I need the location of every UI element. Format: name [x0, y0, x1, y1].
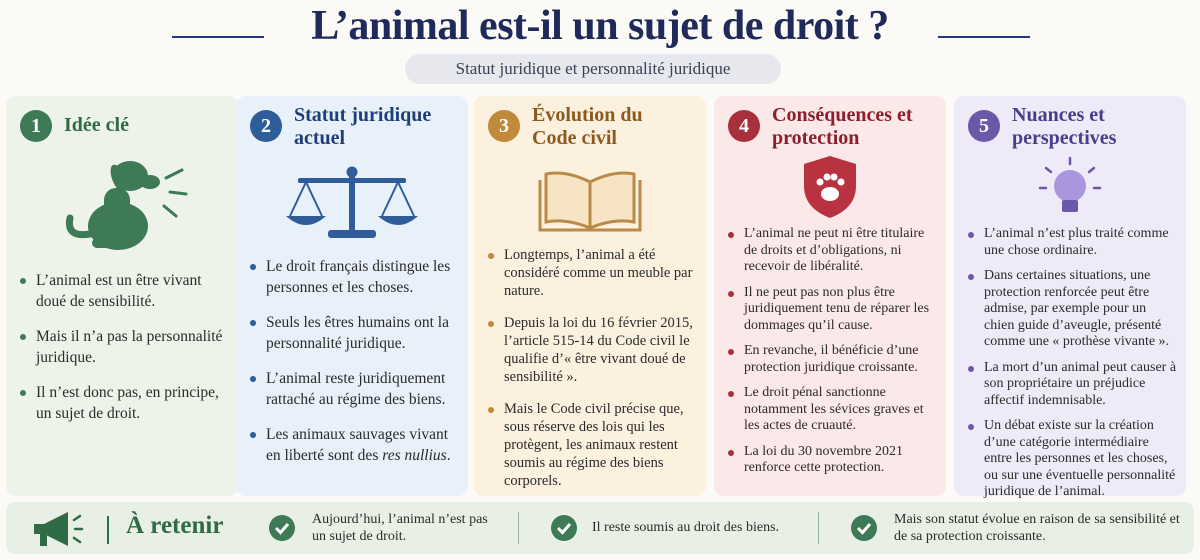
summary-item: Mais son statut évolue en raison de sa s…	[894, 512, 1180, 544]
italic-text: res nullius	[382, 447, 447, 464]
bullet-list: L’animal ne peut ni être titulaire de dr…	[728, 226, 938, 486]
summary-bar: À retenir Aujourd’hui, l’animal n’est pa…	[6, 502, 1194, 554]
bullet: L’animal n’est plus traité comme une cho…	[968, 226, 1178, 259]
number: 3	[488, 110, 520, 142]
bullet: Mais le Code civil précise que, sous rés…	[488, 400, 698, 490]
column: 3 Évolution du Code civil Longtemps, l’a…	[474, 96, 706, 496]
bullet: Mais il n’a pas la personnalité juridiqu…	[20, 326, 230, 368]
column-title: Nuances et perspectives	[1012, 104, 1117, 149]
bullet: Un débat existe sur la création d’une ca…	[968, 418, 1178, 501]
bullet-list: Longtemps, l’animal a été considéré comm…	[488, 246, 698, 504]
text: Les animaux sauvages vivant en liberté s…	[266, 426, 449, 464]
column-title: Statut juridique actuel	[294, 104, 432, 149]
bullet-list: L’animal n’est plus traité comme une cho…	[968, 226, 1178, 510]
bullet: L’animal ne peut ni être titulaire de dr…	[728, 226, 938, 276]
check-icon	[851, 515, 877, 541]
megaphone-icon	[34, 512, 109, 546]
column: 5 Nuances et perspectives L’animal n’est…	[954, 96, 1186, 499]
bullet: La loi du 30 novembre 2021 renforce cett…	[728, 444, 938, 477]
book-icon	[538, 171, 642, 232]
summary-label: À retenir	[126, 512, 224, 539]
bullet: Il ne peut pas non plus être juridiqueme…	[728, 285, 938, 335]
bullet: La mort d’un animal peut causer à son pr…	[968, 360, 1178, 410]
bullet: Le droit pénal sanctionne notamment les …	[728, 385, 938, 435]
column-title: Conséquences et protection	[772, 104, 913, 149]
dog-icon	[65, 161, 188, 250]
summary-item: Aujourd’hui, l’animal n’est pas un sujet…	[312, 512, 488, 544]
check-icon	[551, 515, 577, 541]
bullet: L’animal est un être vivant doué de sens…	[20, 270, 230, 312]
bullet: Seuls les êtres humains ont la personnal…	[250, 312, 460, 354]
column: 1 Idée clé L’animal est un être vivant d…	[6, 96, 238, 496]
bullet-list: Le droit français distingue les personne…	[250, 256, 460, 480]
column: 4 Conséquences et protection L’animal ne…	[714, 96, 946, 496]
check-icon	[269, 515, 295, 541]
bullet: Dans certaines situations, une protectio…	[968, 268, 1178, 351]
scales-icon	[286, 166, 418, 238]
bullet-list: L’animal est un être vivant doué de sens…	[20, 270, 230, 438]
text: .	[446, 447, 451, 464]
number: 1	[20, 110, 52, 142]
number: 5	[968, 110, 1000, 142]
bullet: Longtemps, l’animal a été considéré comm…	[488, 246, 698, 300]
separator	[518, 512, 519, 544]
number: 2	[250, 110, 282, 142]
column-title: Évolution du Code civil	[532, 104, 643, 149]
bullet: Le droit français distingue les personne…	[250, 256, 460, 298]
bullet: L’animal reste juridiquement rattaché au…	[250, 368, 460, 410]
column-title: Idée clé	[64, 114, 129, 136]
shield-icon	[804, 156, 856, 218]
number: 4	[728, 110, 760, 142]
column: 2 Statut juridique actuel Le droit franç…	[236, 96, 468, 496]
bullet: Il n’est donc pas, en principe, un sujet…	[20, 382, 230, 424]
bulb-icon	[1038, 156, 1102, 212]
bullet: En revanche, il bénéficie d’une protecti…	[728, 343, 938, 376]
summary-item: Il reste soumis au droit des biens.	[592, 520, 780, 535]
title: L’animal est-il un sujet de droit ?	[311, 3, 889, 49]
subtitle: Statut juridique et personnalité juridiq…	[405, 54, 781, 84]
bullet: Depuis la loi du 16 février 2015, l’arti…	[488, 314, 698, 386]
bullet: Les animaux sauvages vivant en liberté s…	[250, 424, 460, 466]
decor-line	[172, 36, 264, 38]
decor-line	[938, 36, 1030, 38]
separator	[818, 512, 819, 544]
